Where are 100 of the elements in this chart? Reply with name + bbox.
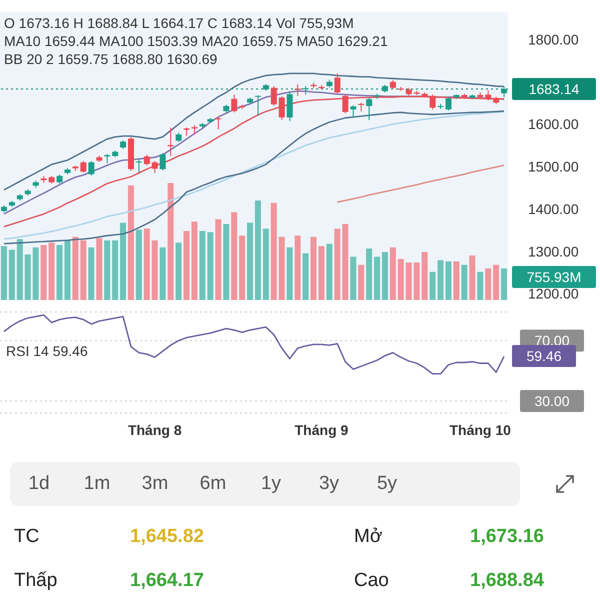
candlestick bbox=[374, 93, 380, 100]
bar bbox=[262, 228, 269, 300]
bar bbox=[160, 247, 166, 300]
bar bbox=[128, 185, 134, 300]
category-label: TC bbox=[14, 526, 40, 548]
bar bbox=[334, 228, 340, 300]
annotation: MA10 1659.44 MA100 1503.39 MA20 1659.75 MA50 1629.21 bbox=[4, 32, 388, 50]
bar bbox=[16, 239, 23, 300]
bar bbox=[247, 222, 254, 300]
y-tick-label: 1800.00 bbox=[528, 32, 579, 48]
bar bbox=[342, 224, 348, 300]
bar bbox=[445, 261, 452, 300]
bar bbox=[136, 230, 142, 300]
bar bbox=[112, 240, 118, 300]
bar bbox=[254, 200, 261, 300]
bar bbox=[223, 224, 230, 300]
text: 755.93M bbox=[526, 269, 582, 286]
bar bbox=[294, 236, 301, 300]
bar bbox=[350, 256, 356, 300]
candlestick bbox=[350, 104, 356, 118]
bar bbox=[215, 219, 222, 300]
candlestick bbox=[334, 72, 340, 94]
y-tick-label: 1400.00 bbox=[528, 200, 579, 217]
category-label: 6m bbox=[198, 473, 228, 495]
category-label: Thấp bbox=[14, 570, 58, 592]
category-label: 1y bbox=[260, 473, 282, 495]
category-label: Cao bbox=[354, 570, 390, 592]
bar bbox=[207, 232, 214, 300]
bar bbox=[270, 202, 277, 300]
text: 1,664.17 bbox=[130, 570, 204, 591]
candlestick bbox=[446, 96, 452, 112]
bar bbox=[168, 183, 174, 300]
bar bbox=[8, 250, 15, 300]
bar bbox=[366, 248, 372, 300]
bar bbox=[438, 260, 444, 300]
candlestick bbox=[160, 152, 166, 171]
text: 1,673.16 bbox=[470, 526, 544, 547]
bar bbox=[485, 268, 492, 300]
y-tick-label: 30.00 bbox=[534, 392, 570, 409]
bar bbox=[318, 246, 324, 300]
candlestick bbox=[255, 94, 261, 116]
bar bbox=[493, 264, 500, 300]
bar bbox=[453, 261, 460, 300]
candlestick bbox=[501, 86, 508, 98]
candlestick bbox=[176, 132, 182, 143]
annotation: O 1673.16 H 1688.84 L 1664.17 C 1683.14 Vol 755,93M bbox=[4, 14, 355, 32]
x-tick-label: Tháng 8 bbox=[128, 422, 182, 438]
bar bbox=[120, 222, 126, 300]
bar bbox=[184, 230, 190, 300]
bar bbox=[278, 236, 285, 300]
bar bbox=[48, 242, 55, 300]
y-tick-label: 1300.00 bbox=[528, 243, 579, 260]
candlestick bbox=[144, 154, 150, 166]
bar bbox=[191, 222, 198, 300]
x-tick-label: Tháng 10 bbox=[449, 422, 512, 438]
category-label: 1d bbox=[27, 473, 51, 495]
bar bbox=[477, 272, 484, 300]
candlestick bbox=[231, 94, 238, 113]
bar bbox=[422, 252, 428, 300]
candlestick bbox=[104, 153, 110, 164]
category-label: 1m bbox=[82, 473, 112, 495]
bar bbox=[104, 240, 110, 300]
candlestick bbox=[88, 160, 94, 176]
bar bbox=[96, 238, 102, 300]
x-tick-label: Tháng 9 bbox=[294, 422, 349, 438]
bar bbox=[56, 245, 63, 300]
candlestick bbox=[80, 160, 86, 174]
text: 1,688.84 bbox=[470, 570, 544, 591]
bar bbox=[398, 259, 404, 300]
bar bbox=[286, 247, 293, 300]
line-series bbox=[3, 314, 505, 375]
bar bbox=[88, 247, 94, 300]
bar bbox=[72, 236, 78, 300]
bar bbox=[302, 253, 309, 300]
bar bbox=[358, 264, 364, 300]
y-tick-label: 1600.00 bbox=[528, 116, 579, 132]
y-tick-label: 1500.00 bbox=[528, 158, 579, 175]
bar bbox=[40, 245, 47, 300]
category-label: 3m bbox=[140, 473, 170, 495]
candlestick bbox=[294, 84, 301, 96]
candlestick bbox=[136, 158, 142, 174]
bar bbox=[144, 228, 150, 300]
bar bbox=[176, 242, 182, 300]
ref-line-label: 1683.14 bbox=[528, 81, 580, 98]
bar bbox=[152, 240, 158, 300]
candlestick bbox=[286, 92, 293, 122]
annotation: BB 20 2 1659.75 1688.80 1630.69 bbox=[4, 50, 218, 68]
bar bbox=[382, 252, 388, 300]
bar bbox=[374, 256, 380, 300]
category-label: 3y bbox=[318, 473, 340, 495]
bar bbox=[501, 268, 508, 300]
text: 59.46 bbox=[512, 345, 576, 368]
bar bbox=[239, 236, 246, 300]
bar bbox=[390, 247, 396, 300]
bar bbox=[326, 244, 332, 300]
bar bbox=[199, 230, 206, 300]
bar bbox=[430, 272, 436, 300]
bar bbox=[80, 240, 86, 300]
candlestick bbox=[215, 116, 222, 130]
line-series bbox=[3, 72, 505, 191]
